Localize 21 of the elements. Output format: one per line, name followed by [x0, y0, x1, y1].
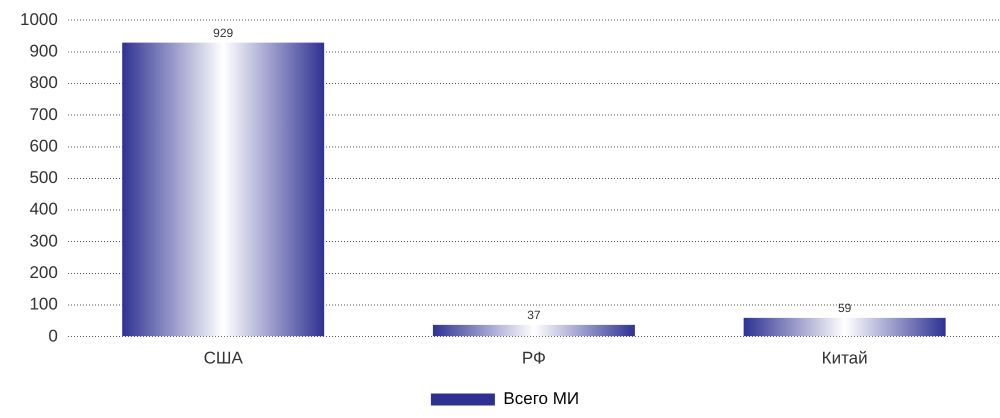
y-tick-label: 0 [48, 326, 58, 346]
data-label: 37 [527, 308, 541, 322]
data-label: 59 [838, 301, 852, 316]
x-tick-label: США [204, 348, 244, 368]
bar [122, 42, 324, 336]
y-tick-label: 800 [29, 73, 58, 92]
y-tick-label: 900 [29, 42, 58, 61]
y-tick-label: 500 [29, 168, 58, 188]
bar [432, 324, 635, 336]
y-tick-label: 1000 [20, 10, 58, 29]
y-tick-label: 300 [29, 231, 58, 250]
y-tick-label: 200 [29, 263, 58, 282]
x-tick-label: РФ [522, 348, 546, 368]
legend-label: Всего МИ [503, 389, 580, 408]
data-label: 929 [213, 26, 234, 40]
y-tick-label: 700 [29, 104, 58, 124]
bar [744, 318, 946, 336]
y-tick-label: 100 [29, 294, 58, 314]
y-tick-label: 400 [29, 200, 58, 219]
x-tick-label: Китай [822, 348, 868, 368]
y-tick-label: 600 [29, 136, 58, 156]
